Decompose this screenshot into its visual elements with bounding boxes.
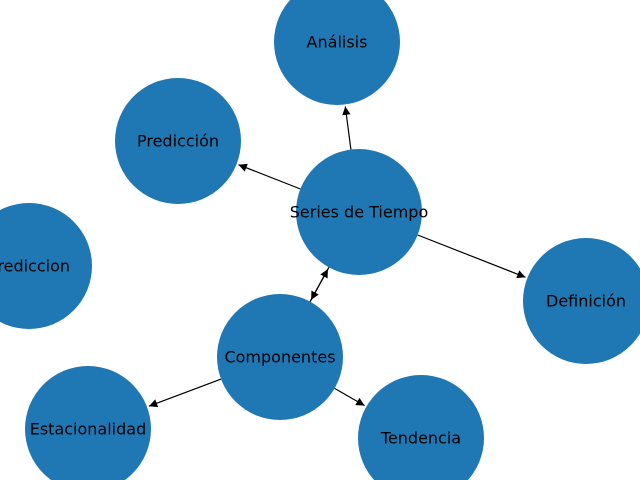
edge-series-to-definicion [417, 234, 526, 279]
node-series: Series de Tiempo [290, 149, 428, 275]
node-circle-analisis [274, 0, 400, 105]
node-label-series: Series de Tiempo [290, 203, 428, 222]
edge-componentes-to-tendencia [334, 387, 365, 407]
node-circle-tendencia [358, 375, 484, 480]
node-circle-estacionalidad [25, 366, 151, 480]
node-circle-prediccion [0, 203, 92, 329]
node-label-prediccion_acc: Predicción [137, 132, 219, 151]
edge-componentes-to-series [309, 268, 329, 302]
edge-componentes-to-estacionalidad [148, 378, 222, 408]
node-label-analisis: Análisis [307, 33, 368, 52]
edge-series-to-prediccion_acc [238, 163, 301, 190]
node-label-tendencia: Tendencia [380, 429, 461, 448]
node-label-prediccion: Prediccion [0, 257, 70, 276]
node-circle-componentes [217, 294, 343, 420]
node-analisis: Análisis [274, 0, 400, 105]
edge-series-to-analisis [342, 106, 352, 150]
node-label-componentes: Componentes [224, 348, 335, 367]
node-tendencia: Tendencia [358, 375, 484, 480]
node-circle-prediccion_acc [115, 78, 241, 204]
node-circle-definicion [523, 238, 640, 364]
node-componentes: Componentes [217, 294, 343, 420]
edges-layer [148, 106, 526, 408]
node-prediccion_acc: Predicción [115, 78, 241, 204]
node-circle-series [296, 149, 422, 275]
node-label-definicion: Definición [546, 292, 626, 311]
node-prediccion: Prediccion [0, 203, 92, 329]
node-label-estacionalidad: Estacionalidad [30, 420, 147, 439]
node-estacionalidad: Estacionalidad [25, 366, 151, 480]
node-definicion: Definición [523, 238, 640, 364]
